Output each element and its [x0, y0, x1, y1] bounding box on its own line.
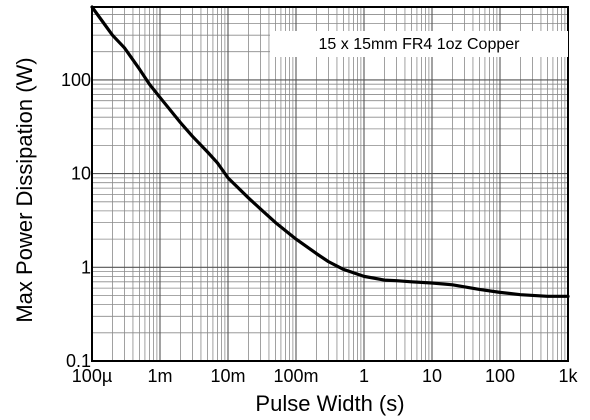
plot-frame: [91, 6, 569, 362]
y-tick-label: 100: [61, 70, 91, 90]
x-tick-label: 100: [485, 366, 515, 386]
x-tick-label: 1m: [147, 366, 172, 386]
minor-grid: [92, 6, 568, 361]
y-tick-labels: 0.1 1 10 100: [61, 70, 91, 371]
x-tick-label: 1k: [558, 366, 578, 386]
x-axis-title: Pulse Width (s): [255, 391, 404, 416]
annotation-text: 15 x 15mm FR4 1oz Copper: [319, 36, 521, 53]
x-tick-label: 100µ: [72, 366, 112, 386]
series-layer: [90, 5, 570, 298]
y-axis-title: Max Power Dissipation (W): [12, 57, 37, 322]
x-tick-label: 100m: [273, 366, 318, 386]
x-tick-label: 1: [359, 366, 369, 386]
y-tick-label: 10: [71, 164, 91, 184]
x-tick-label: 10: [422, 366, 442, 386]
x-tick-labels: 100µ 1m 10m 100m 1 10 100 1k: [72, 366, 579, 386]
y-tick-label: 1: [81, 257, 91, 277]
annotation-box: [270, 31, 568, 57]
y-tick-label: 0.1: [66, 351, 91, 371]
x-tick-label: 10m: [210, 366, 245, 386]
annotation-layer: 15 x 15mm FR4 1oz Copper: [270, 31, 568, 57]
series-line-0: [90, 5, 570, 298]
